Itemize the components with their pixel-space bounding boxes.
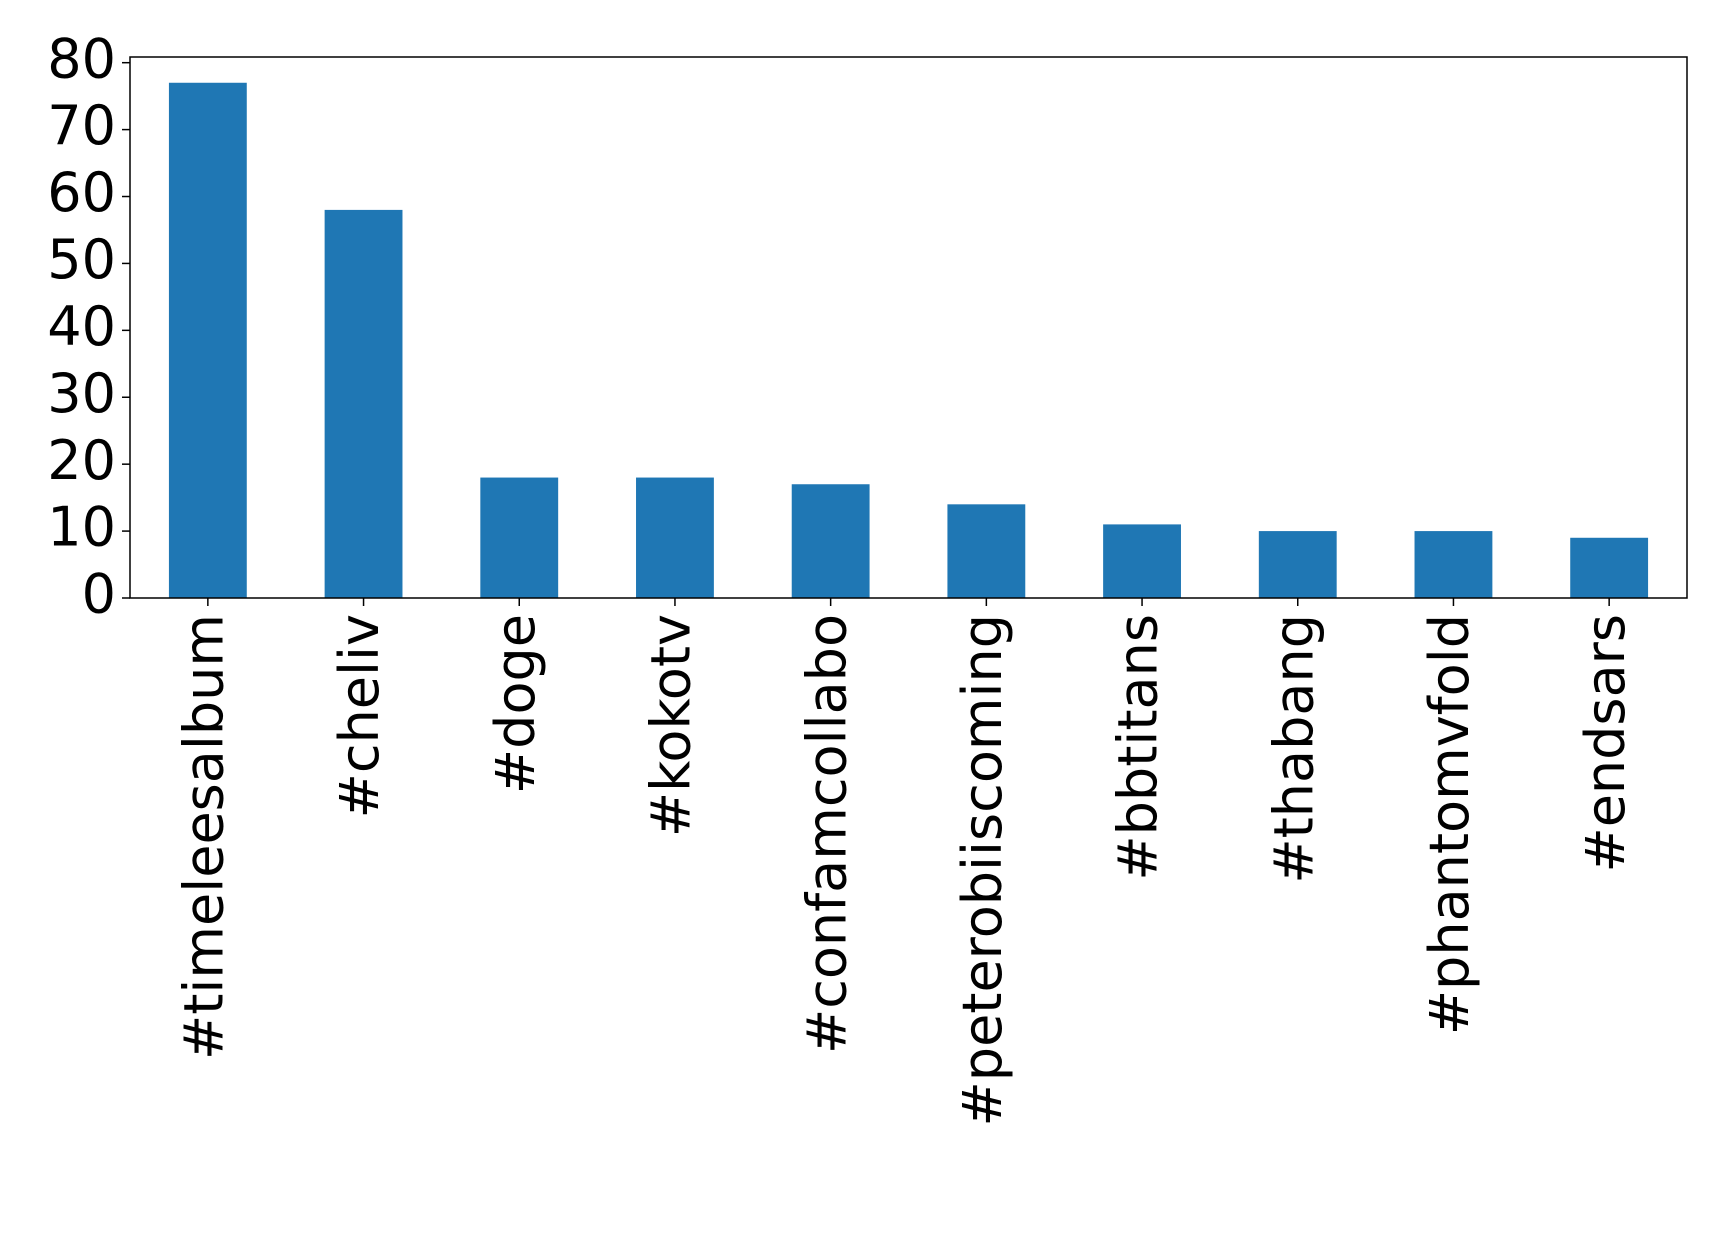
y-tick-label: 40 bbox=[47, 295, 116, 358]
bar bbox=[636, 477, 714, 598]
y-tick-label: 80 bbox=[47, 27, 116, 90]
x-tick-label: #doge bbox=[484, 614, 547, 794]
y-tick-label: 60 bbox=[47, 161, 116, 224]
y-tick-label: 70 bbox=[47, 94, 116, 157]
x-tick-label: #peterobiiscoming bbox=[951, 614, 1014, 1126]
bar bbox=[791, 484, 870, 598]
bar bbox=[947, 504, 1026, 598]
x-tick-label: #phantomvfold bbox=[1418, 614, 1481, 1035]
y-tick-label: 30 bbox=[47, 362, 116, 425]
bar bbox=[1258, 531, 1337, 598]
bar bbox=[1414, 531, 1493, 598]
bar bbox=[324, 209, 403, 599]
bar bbox=[1103, 524, 1181, 598]
x-tick-label: #endsars bbox=[1574, 614, 1637, 873]
x-tick-label: #kokotv bbox=[640, 614, 703, 837]
y-tick-label: 0 bbox=[82, 563, 116, 626]
y-tick-label: 20 bbox=[47, 429, 116, 492]
axes-frame bbox=[129, 56, 1688, 599]
x-tick-label: #timeleesalbum bbox=[172, 614, 235, 1060]
x-tick-label: #confamcollabo bbox=[795, 614, 858, 1054]
bar bbox=[168, 82, 247, 598]
bar bbox=[480, 477, 559, 598]
y-tick-label: 50 bbox=[47, 228, 116, 291]
x-tick-label: #bbtitans bbox=[1107, 614, 1170, 881]
bar bbox=[1570, 537, 1649, 598]
y-tick-label: 10 bbox=[47, 496, 116, 559]
x-tick-label: #cheliv bbox=[328, 614, 391, 818]
x-tick-label: #thabang bbox=[1262, 614, 1325, 884]
